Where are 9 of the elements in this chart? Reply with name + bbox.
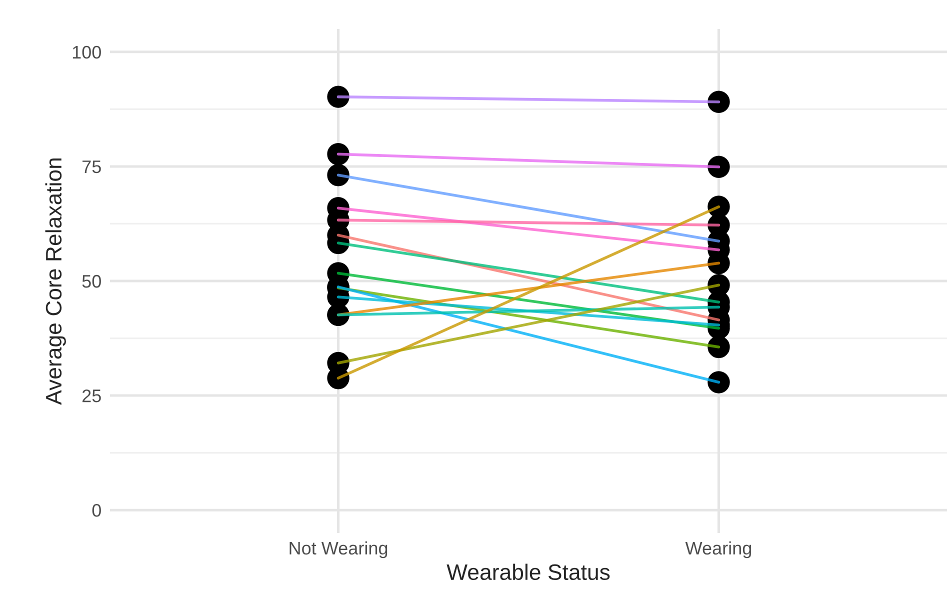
y-tick-label: 75 [82,160,101,174]
y-tick-label: 50 [82,274,101,288]
x-tick-label: Wearing [685,541,752,558]
y-tick-label: 25 [82,389,101,402]
x-tick-label: Not Wearing [290,541,388,558]
y-tick-label: 0 [92,504,101,517]
y-tick-label: 100 [72,46,101,59]
x-axis-title: Wearable Status [446,564,610,580]
y-axis-title: Average Core Relaxation [45,158,66,405]
